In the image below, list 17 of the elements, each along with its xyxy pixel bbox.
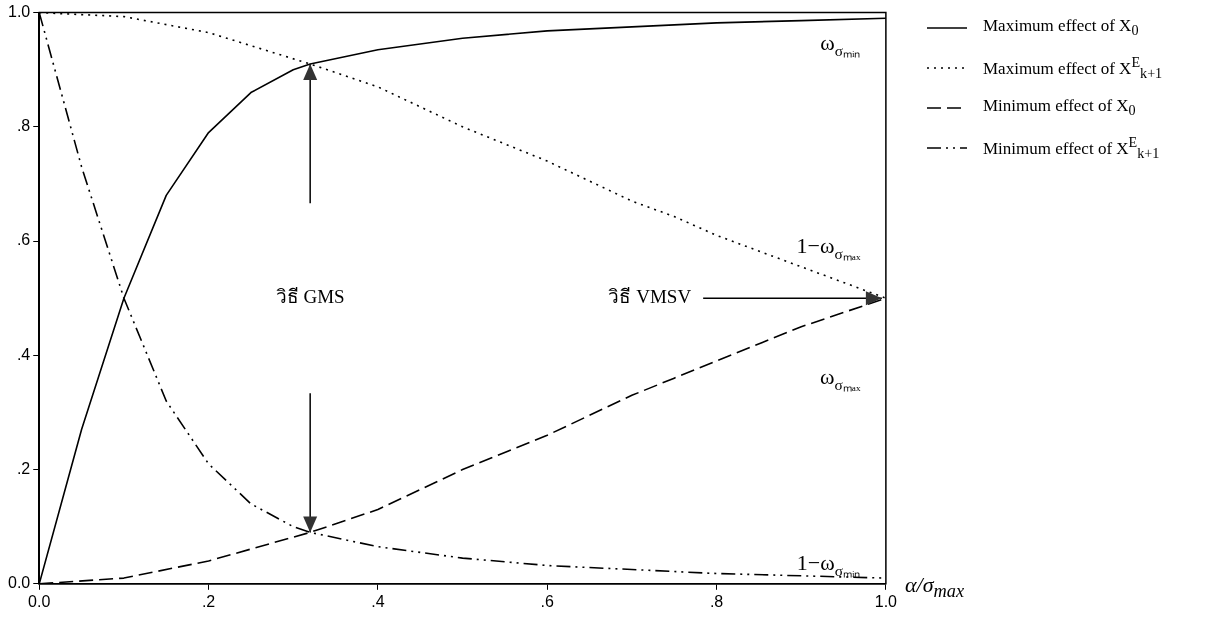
- y-tick-label: .8: [16, 117, 31, 135]
- y-tick-label: .6: [16, 231, 31, 249]
- x-tick-label: 1.0: [874, 592, 898, 610]
- y-tick-label: 0.0: [7, 574, 31, 592]
- annotation: วิธี GMS: [275, 286, 345, 308]
- x-tick-label: .4: [371, 592, 385, 610]
- annotation: วิธี VMSV: [608, 286, 692, 308]
- y-tick-label: 1.0: [7, 3, 31, 21]
- legend-label: Minimum effect of X$_{0}$: [983, 96, 1136, 120]
- x-axis-title: α/σ$_{max}$: [905, 572, 965, 603]
- x-tick-label: .2: [201, 592, 216, 610]
- y-tick-label: .4: [16, 345, 31, 363]
- y-tick-label: .2: [16, 459, 31, 477]
- x-tick-label: .6: [540, 592, 554, 610]
- x-tick-label: 0.0: [28, 592, 51, 610]
- legend-label: Maximum effect of X$_{0}$: [983, 16, 1139, 40]
- x-tick-label: .8: [709, 592, 724, 610]
